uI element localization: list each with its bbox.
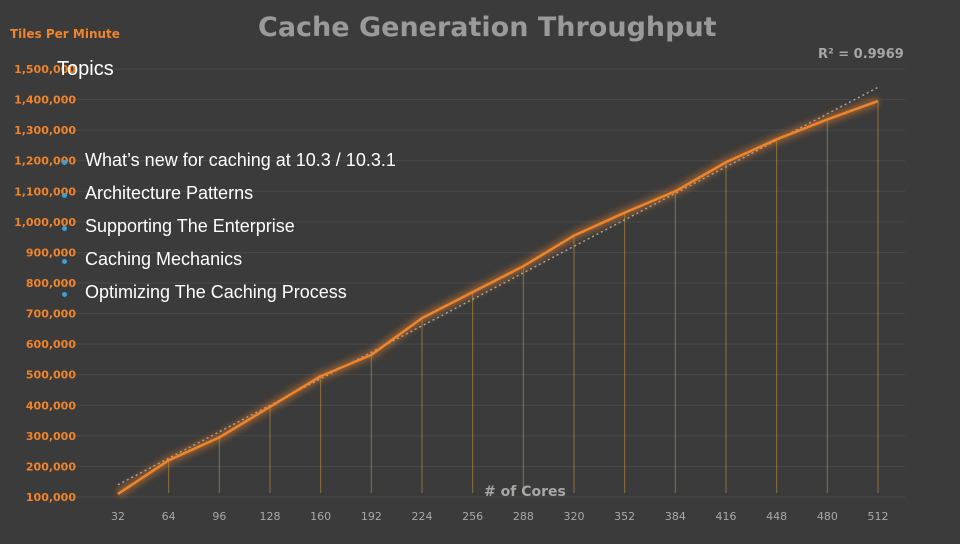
topic-label: Supporting The Enterprise bbox=[85, 216, 295, 236]
topic-list: What’s new for caching at 10.3 / 10.3.1 … bbox=[62, 144, 396, 309]
y-tick-label: 900,000 bbox=[26, 246, 76, 259]
y-tick-label: 1,300,000 bbox=[14, 124, 76, 137]
chart-title: Cache Generation Throughput bbox=[258, 12, 717, 43]
topic-label: Optimizing The Caching Process bbox=[85, 282, 347, 302]
topic-label: Architecture Patterns bbox=[85, 183, 254, 203]
y-axis-label: Tiles Per Minute bbox=[10, 27, 120, 41]
y-tick-label: 1,400,000 bbox=[14, 94, 76, 107]
x-tick-label: 128 bbox=[260, 510, 281, 523]
x-tick-label: 192 bbox=[361, 510, 382, 523]
r-squared-annotation: R² = 0.9969 bbox=[818, 47, 904, 62]
topic-item: Caching Mechanics bbox=[62, 243, 396, 276]
x-tick-label: 384 bbox=[665, 510, 686, 523]
x-tick-label: 64 bbox=[162, 510, 176, 523]
y-tick-label: 300,000 bbox=[26, 430, 76, 443]
x-axis-label: # of Cores bbox=[484, 484, 566, 500]
y-tick-label: 100,000 bbox=[26, 491, 76, 504]
x-tick-label: 352 bbox=[614, 510, 635, 523]
x-tick-label: 448 bbox=[766, 510, 787, 523]
topic-item: Optimizing The Caching Process bbox=[62, 276, 396, 309]
y-tick-label: 1,500,000 bbox=[14, 63, 76, 76]
y-tick-label: 1,100,000 bbox=[14, 185, 76, 198]
x-tick-label: 320 bbox=[564, 510, 585, 523]
series-line bbox=[117, 99, 879, 495]
y-tick-label: 700,000 bbox=[26, 308, 76, 321]
y-tick-label: 1,000,000 bbox=[14, 216, 76, 229]
topic-item: Architecture Patterns bbox=[62, 177, 396, 210]
y-tick-label: 400,000 bbox=[26, 399, 76, 412]
x-tick-label: 160 bbox=[310, 510, 331, 523]
topic-label: What’s new for caching at 10.3 / 10.3.1 bbox=[85, 150, 396, 170]
x-tick-label: 32 bbox=[111, 510, 125, 523]
bullet-dot-icon bbox=[62, 292, 67, 297]
topic-label: Caching Mechanics bbox=[85, 249, 243, 269]
y-tick-label: 500,000 bbox=[26, 369, 76, 382]
y-tick-label: 200,000 bbox=[26, 460, 76, 473]
topic-item: What’s new for caching at 10.3 / 10.3.1 bbox=[62, 144, 396, 177]
x-tick-label: 96 bbox=[212, 510, 226, 523]
x-tick-label: 256 bbox=[462, 510, 483, 523]
x-tick-label: 288 bbox=[513, 510, 534, 523]
bullet-dot-icon bbox=[62, 226, 67, 231]
x-tick-label: 416 bbox=[716, 510, 737, 523]
y-tick-label: 1,200,000 bbox=[14, 155, 76, 168]
bullet-dot-icon bbox=[62, 259, 67, 264]
x-tick-label: 512 bbox=[868, 510, 889, 523]
y-tick-label: 600,000 bbox=[26, 338, 76, 351]
x-tick-label: 224 bbox=[412, 510, 433, 523]
x-tick-label: 480 bbox=[817, 510, 838, 523]
bullet-dot-icon bbox=[62, 160, 67, 165]
topic-item: Supporting The Enterprise bbox=[62, 210, 396, 243]
y-tick-label: 800,000 bbox=[26, 277, 76, 290]
bullet-dot-icon bbox=[62, 193, 67, 198]
slide-title: Topics bbox=[57, 58, 114, 80]
